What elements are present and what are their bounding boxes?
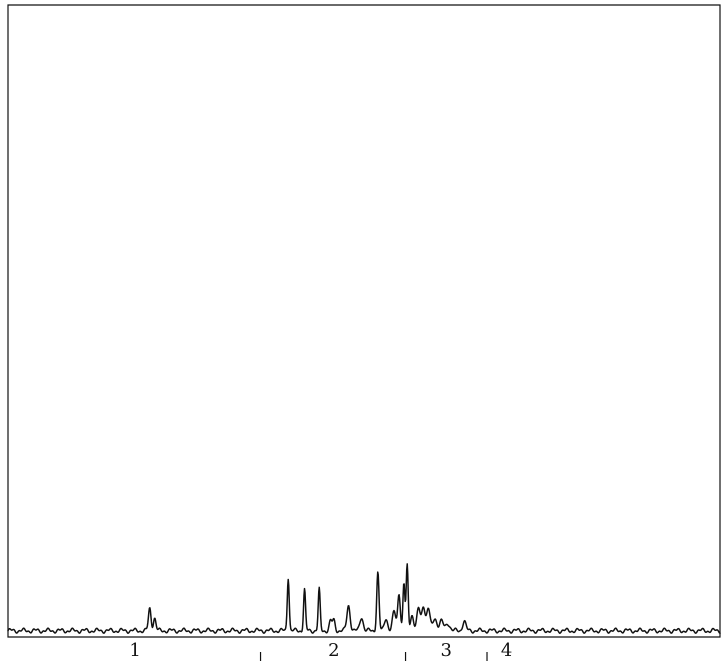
segment-label-2: 2 (328, 640, 339, 661)
segment-label-4: 4 (501, 640, 512, 661)
plot-frame (7, 4, 721, 638)
segment-label-1: 1 (129, 640, 140, 661)
segment-dividers (259, 652, 488, 661)
spectrum-trace (7, 563, 721, 634)
segment-labels: 1 2 3 4 (129, 640, 512, 661)
segment-label-3: 3 (441, 640, 452, 661)
